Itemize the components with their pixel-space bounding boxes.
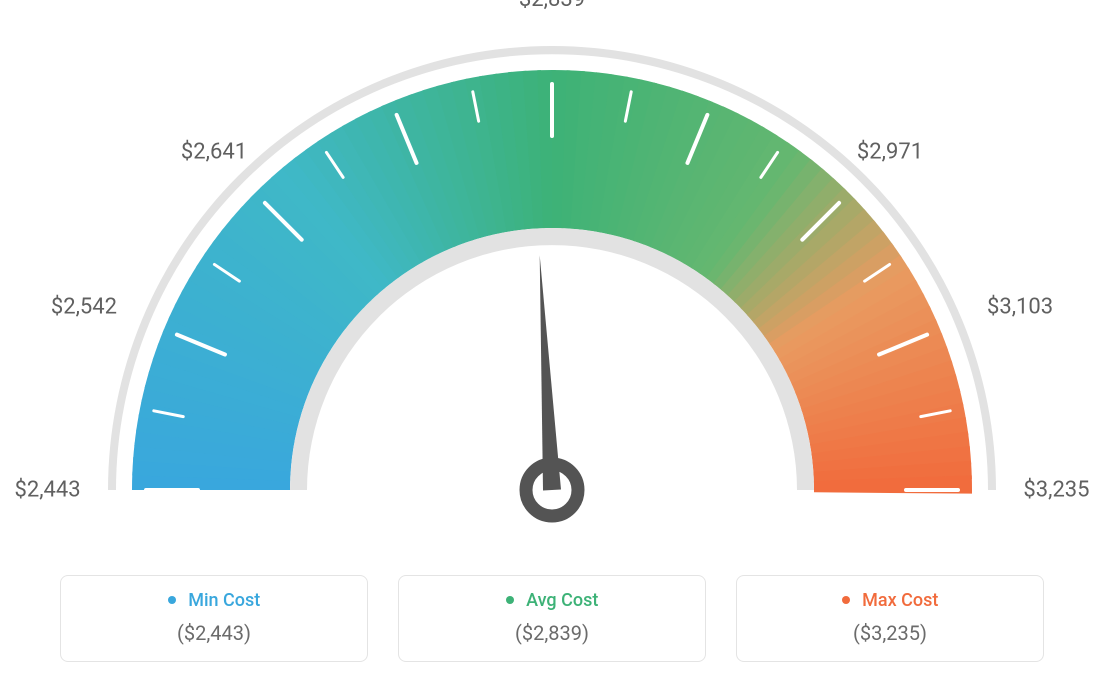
min-cost-value: ($2,443) xyxy=(71,621,357,645)
max-dot-icon xyxy=(842,596,850,604)
gauge-tick-label: $3,103 xyxy=(987,295,1053,320)
gauge-tick-label: $2,971 xyxy=(857,140,923,165)
gauge-tick-label: $2,443 xyxy=(14,478,80,503)
gauge-svg xyxy=(0,0,1104,560)
max-cost-label: Max Cost xyxy=(747,590,1033,611)
gauge-tick-label: $2,641 xyxy=(181,140,247,165)
chart-container: $2,443 $2,542 $2,641 $2,839 $2,971 $3,103 $3,2… xyxy=(0,0,1104,690)
avg-cost-value: ($2,839) xyxy=(409,621,695,645)
min-cost-label-text: Min Cost xyxy=(188,590,260,611)
min-cost-label: Min Cost xyxy=(71,590,357,611)
max-cost-card: Max Cost ($3,235) xyxy=(736,575,1044,662)
summary-cards: Min Cost ($2,443) Avg Cost ($2,839) Max … xyxy=(60,575,1044,662)
min-dot-icon xyxy=(168,596,176,604)
min-cost-card: Min Cost ($2,443) xyxy=(60,575,368,662)
gauge-tick-label: $3,235 xyxy=(1023,478,1089,503)
avg-cost-label: Avg Cost xyxy=(409,590,695,611)
avg-cost-label-text: Avg Cost xyxy=(526,590,598,611)
max-cost-label-text: Max Cost xyxy=(862,590,938,611)
avg-dot-icon xyxy=(506,596,514,604)
gauge-tick-label: $2,542 xyxy=(51,295,117,320)
max-cost-value: ($3,235) xyxy=(747,621,1033,645)
gauge-tick-label: $2,839 xyxy=(519,0,585,12)
gauge-chart: $2,443 $2,542 $2,641 $2,839 $2,971 $3,103 $3,2… xyxy=(0,0,1104,560)
avg-cost-card: Avg Cost ($2,839) xyxy=(398,575,706,662)
